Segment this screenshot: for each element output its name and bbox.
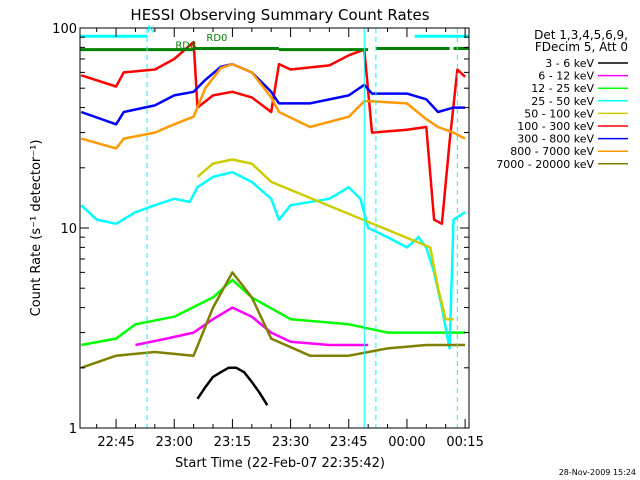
series-line-800-7000-kev	[80, 62, 466, 150]
annotation-layer: N RD8 RD0	[147, 24, 227, 51]
flag-layer	[80, 34, 469, 52]
legend: Det 1,3,4,5,6,9, FDecim 5, Att 0 3 - 6 k…	[496, 28, 628, 171]
series-line-12-25-kev	[80, 278, 466, 347]
legend-header-line-1: Det 1,3,4,5,6,9,	[534, 28, 628, 42]
x-axis-label: Start Time (22-Feb-07 22:35:42)	[175, 456, 385, 471]
x-tick-label: 23:15	[214, 435, 251, 450]
series-line-100-300-kev	[80, 40, 466, 226]
y-tick-label: 1	[69, 422, 77, 437]
y-tick-label: 10	[60, 222, 77, 237]
series-line-300-800-kev	[80, 62, 466, 126]
legend-label-12-25-kev: 12 - 25 keV	[531, 82, 594, 95]
footer-timestamp: 28-Nov-2009 15:24	[559, 468, 636, 477]
y-tick-label: 100	[52, 22, 77, 37]
annotation-rd8: RD8	[175, 40, 196, 51]
legend-label-300-800-kev: 300 - 800 keV	[517, 133, 594, 146]
x-tick-label: 23:45	[330, 435, 367, 450]
x-tick-label: 22:45	[97, 435, 134, 450]
x-axis: 22:45 23:00 23:15 23:30 23:45 00:00 00:15	[96, 28, 484, 450]
marker-layer	[146, 28, 458, 428]
legend-label-100-300-kev: 100 - 300 keV	[517, 120, 594, 133]
series-line-6-12-kev	[135, 306, 369, 347]
annotation-rd0: RD0	[206, 33, 227, 44]
x-tick-label: 00:00	[388, 435, 425, 450]
chart-title: HESSI Observing Summary Count Rates	[130, 6, 429, 24]
series-line-7000-20000-kev	[80, 271, 466, 369]
y-axis: 1 10 100	[52, 22, 469, 437]
series-line-25-50-kev	[80, 170, 466, 350]
series-layer	[80, 40, 466, 406]
series-line-3-6-kev	[196, 366, 269, 406]
legend-label-25-50-kev: 25 - 50 keV	[531, 95, 594, 108]
y-axis-label: Count Rate (s⁻¹ detector⁻¹)	[29, 140, 44, 317]
legend-label-50-100-kev: 50 - 100 keV	[524, 107, 594, 120]
x-tick-label: 23:00	[156, 435, 193, 450]
legend-label-3-6-kev: 3 - 6 keV	[545, 57, 594, 70]
series-line-50-100-kev	[196, 158, 454, 321]
legend-header-line-2: FDecim 5, Att 0	[535, 40, 628, 54]
x-tick-label: 23:30	[272, 435, 309, 450]
legend-label-6-12-kev: 6 - 12 keV	[538, 70, 594, 83]
legend-label-800-7000-kev: 800 - 7000 keV	[510, 145, 594, 158]
x-tick-label: 00:15	[446, 435, 483, 450]
legend-label-7000-20000-kev: 7000 - 20000 keV	[496, 158, 594, 171]
annotation-n: N	[147, 24, 154, 35]
